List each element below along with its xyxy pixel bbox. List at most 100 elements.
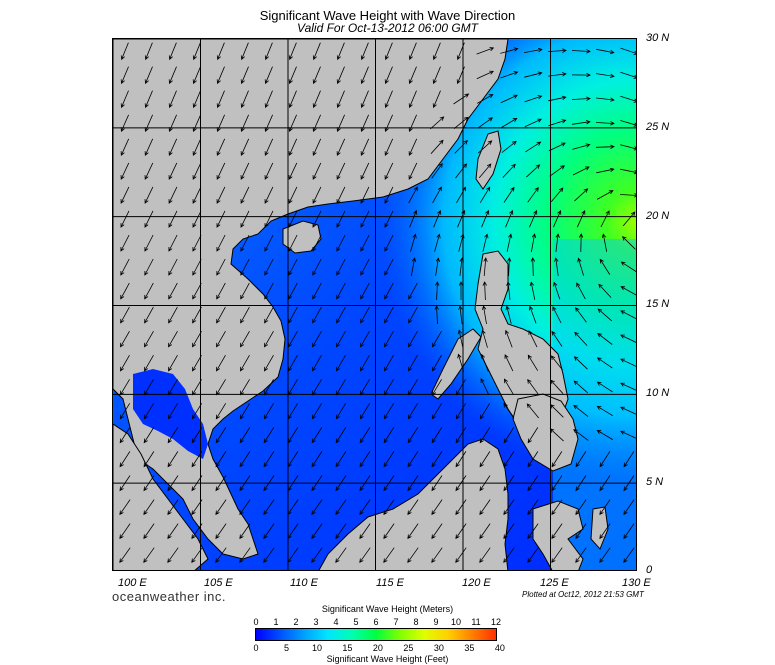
lat-label-20n: 20 N — [646, 210, 670, 222]
lat-label-5n: 5 N — [646, 476, 664, 488]
wave-direction-arrow — [216, 282, 226, 300]
wave-direction-arrow — [524, 71, 543, 78]
wave-direction-arrow — [455, 427, 467, 444]
wave-direction-arrow — [573, 404, 589, 417]
wave-direction-arrow — [457, 209, 466, 228]
wave-direction-arrow — [336, 210, 346, 228]
wave-direction-arrow — [481, 305, 487, 324]
wave-direction-arrow — [263, 475, 275, 492]
wave-direction-arrow — [555, 233, 560, 252]
wave-direction-arrow — [239, 499, 251, 516]
wave-direction-arrow — [143, 403, 155, 420]
wave-direction-arrow — [553, 281, 561, 300]
wave-direction-arrow — [433, 209, 442, 228]
wave-direction-arrow — [479, 499, 491, 516]
wave-direction-arrow — [623, 523, 635, 540]
wave-direction-arrow — [598, 283, 612, 298]
wave-direction-arrow — [287, 523, 299, 540]
wave-direction-arrow — [407, 427, 419, 444]
wave-direction-arrow — [240, 282, 250, 300]
wave-direction-arrow — [287, 499, 299, 516]
wave-direction-arrow — [410, 233, 417, 252]
wave-direction-arrow — [312, 66, 321, 85]
wave-direction-arrow — [458, 305, 463, 324]
wave-direction-arrow — [215, 547, 227, 564]
wave-direction-arrow — [432, 66, 441, 85]
wave-direction-arrow — [601, 233, 608, 252]
wave-direction-arrow — [240, 306, 250, 324]
wave-direction-arrow — [455, 547, 467, 564]
wave-direction-arrow — [168, 138, 178, 157]
wave-direction-arrow — [431, 475, 443, 492]
wave-direction-arrow — [240, 210, 250, 228]
wave-direction-arrow — [168, 355, 178, 372]
wave-direction-arrow — [384, 355, 394, 372]
chart-subtitle: Valid For Oct-13-2012 06:00 GMT — [297, 21, 478, 35]
wave-direction-arrow — [216, 114, 225, 132]
wave-direction-arrow — [431, 547, 443, 564]
wave-direction-arrow — [550, 379, 564, 394]
wave-direction-arrow — [622, 211, 636, 227]
wave-direction-arrow — [620, 47, 636, 55]
wave-direction-arrow — [479, 186, 491, 203]
wave-direction-arrow — [457, 329, 464, 348]
wave-direction-arrow — [360, 331, 370, 348]
wave-direction-arrow — [383, 499, 395, 516]
lon-label-125e: 125 E — [540, 577, 569, 589]
wave-direction-arrow — [312, 210, 322, 228]
wave-direction-arrow — [435, 281, 440, 301]
wave-direction-arrow — [239, 379, 250, 396]
lon-label-115e: 115 E — [376, 577, 404, 589]
wave-direction-arrow — [574, 331, 588, 346]
wave-direction-arrow — [620, 261, 636, 272]
wave-direction-arrow — [548, 72, 567, 77]
wave-direction-arrow — [575, 499, 587, 516]
wave-direction-arrow — [455, 163, 468, 179]
wave-direction-arrow — [336, 138, 346, 157]
wave-direction-arrow — [505, 329, 513, 348]
wave-direction-arrow — [359, 547, 371, 564]
borneo-island — [318, 438, 509, 570]
wave-direction-arrow — [288, 90, 297, 109]
wave-direction-arrow — [476, 47, 495, 55]
wave-direction-arrow — [597, 308, 613, 322]
wave-direction-arrow — [431, 427, 443, 444]
wave-direction-arrow — [384, 66, 393, 85]
wave-direction-arrow — [167, 427, 179, 444]
wave-direction-arrow — [599, 547, 611, 564]
wave-direction-arrow — [500, 71, 519, 79]
wave-direction-arrow — [120, 90, 129, 109]
wave-direction-arrow — [407, 451, 419, 468]
wave-direction-arrow — [620, 168, 636, 175]
wave-direction-arrow — [408, 162, 418, 180]
wave-direction-arrow — [263, 499, 275, 516]
wave-direction-arrow — [119, 547, 131, 564]
legend-title-meters: Significant Wave Height (Meters) — [321, 604, 454, 614]
wave-direction-arrow — [503, 186, 515, 203]
wave-direction-arrow — [288, 306, 298, 324]
wave-direction-arrow — [571, 72, 591, 78]
wave-direction-arrow — [599, 258, 611, 275]
wave-direction-arrow — [168, 186, 178, 204]
wave-direction-arrow — [505, 305, 512, 324]
wave-direction-arrow — [503, 378, 514, 396]
wave-direction-arrow — [502, 163, 516, 178]
wave-direction-arrow — [572, 166, 590, 176]
wave-direction-arrow — [479, 523, 491, 540]
wave-direction-arrow — [336, 331, 346, 348]
wave-direction-arrow — [120, 138, 130, 157]
wave-direction-arrow — [263, 523, 275, 540]
wave-direction-arrow — [119, 475, 131, 492]
legend-meter-tick: 9 — [433, 617, 439, 627]
wave-direction-arrow — [143, 451, 155, 468]
wave-direction-arrow — [216, 42, 225, 61]
wave-direction-arrow — [359, 403, 371, 420]
wave-direction-arrow — [192, 355, 202, 372]
wave-direction-arrow — [143, 523, 155, 540]
wave-direction-arrow — [335, 379, 346, 396]
wave-direction-arrow — [360, 90, 369, 109]
wave-direction-arrow — [167, 475, 179, 492]
legend-feet-tick: 40 — [494, 643, 505, 653]
wave-direction-arrow — [168, 162, 178, 180]
wave-direction-arrow — [384, 162, 394, 180]
